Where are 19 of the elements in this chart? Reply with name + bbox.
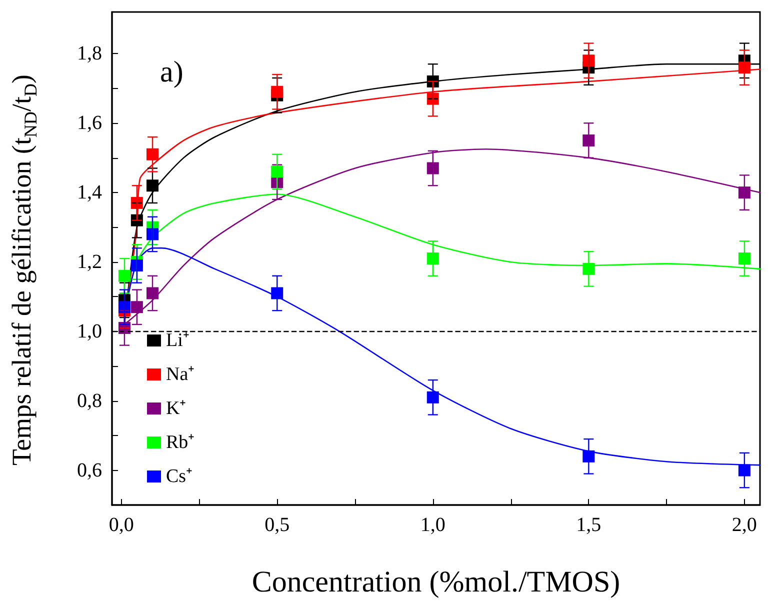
legend-label: Li⁺ — [166, 330, 189, 351]
y-tick-label: 1,0 — [77, 320, 102, 342]
x-tick-label: 1,0 — [420, 514, 446, 536]
legend-label: Na⁺ — [166, 364, 194, 385]
x-tick-label: 1,5 — [576, 514, 602, 536]
y-tick-label: 1,2 — [77, 250, 102, 273]
legend-label: Rb⁺ — [166, 432, 194, 453]
y-tick-label: 1,6 — [77, 112, 102, 134]
x-tick-label: 2,0 — [732, 514, 757, 536]
y-tick-label: 0,6 — [77, 459, 102, 482]
x-axis-title: Concentration (%mol./TMOS) — [252, 566, 620, 598]
y-tick-label: 1,4 — [77, 182, 102, 204]
y-tick-label: 0,8 — [77, 390, 102, 412]
legend-label: Cs⁺ — [166, 466, 192, 487]
y-tick-label: 1,8 — [77, 42, 102, 65]
x-tick-label: 0,5 — [264, 514, 290, 536]
annotation: a) — [160, 56, 184, 88]
x-tick-label: 0,0 — [108, 514, 134, 536]
legend-label: K⁺ — [166, 398, 186, 419]
